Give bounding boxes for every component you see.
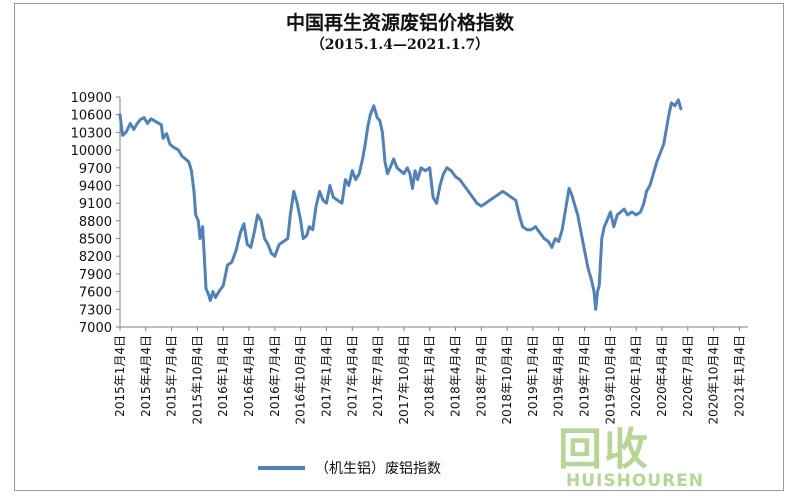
y-tick-label: 9100	[79, 197, 112, 212]
x-tick-label: 2019年4月4日	[552, 335, 566, 417]
legend-label: （机生铝）废铝指数	[315, 461, 441, 477]
x-tick-label: 2016年7月4日	[268, 335, 282, 417]
y-tick-label: 10600	[71, 109, 112, 124]
x-tick-label: 2020年4月4日	[655, 335, 669, 417]
x-tick-label: 2018年1月4日	[423, 335, 437, 417]
series-line	[118, 98, 683, 311]
y-tick-label: 7600	[79, 286, 112, 301]
x-tick-label: 2017年1月4日	[319, 335, 333, 417]
x-tick-label: 2016年10月4日	[294, 335, 308, 424]
y-tick-label: 8800	[79, 215, 112, 230]
x-tick-label: 2017年7月4日	[371, 335, 385, 417]
chart-frame	[14, 3, 784, 491]
watermark-logo: 回收 HUISHOUREN	[528, 405, 778, 497]
series-group	[118, 98, 683, 311]
y-axis-ticks: 7000 7300 7600 7900 8200 8500 8800 9100 9400 9700…	[71, 91, 120, 336]
x-axis-ticks: 2015年1月4日 2015年4月4日 2015年7月4日 2015年10月4日 201…	[113, 327, 746, 424]
x-tick-label: 2017年10月4日	[397, 335, 411, 424]
x-tick-label: 2016年1月4日	[216, 335, 230, 417]
x-tick-label: 2020年10月4日	[707, 335, 721, 424]
y-tick-label: 7000	[79, 321, 112, 336]
x-tick-label: 2019年1月4日	[526, 335, 540, 417]
x-tick-label: 2015年1月4日	[113, 335, 127, 417]
y-tick-label: 10900	[71, 91, 112, 106]
x-tick-label: 2021年1月4日	[732, 335, 746, 417]
x-tick-label: 2015年10月4日	[190, 335, 204, 424]
y-tick-label: 8500	[79, 233, 112, 248]
y-tick-label: 7900	[79, 268, 112, 283]
x-tick-label: 2015年4月4日	[139, 335, 153, 417]
legend: （机生铝）废铝指数	[258, 461, 441, 477]
y-tick-label: 10000	[71, 144, 112, 159]
watermark-text-en: HUISHOUREN	[566, 471, 705, 491]
chart-title: 中国再生资源废铝价格指数	[285, 12, 514, 34]
y-tick-label: 9700	[79, 162, 112, 177]
y-tick-label: 8200	[79, 250, 112, 265]
x-tick-label: 2018年7月4日	[474, 335, 488, 417]
x-tick-label: 2016年4月4日	[242, 335, 256, 417]
chart-axes	[119, 97, 748, 328]
x-tick-label: 2015年7月4日	[165, 335, 179, 417]
x-tick-label: 2019年7月4日	[578, 335, 592, 417]
chart-subtitle: （2015.1.4—2021.1.7）	[310, 37, 490, 53]
y-tick-label: 9400	[79, 179, 112, 194]
x-tick-label: 2020年1月4日	[629, 335, 643, 417]
watermark-text-cn: 回收	[558, 424, 650, 475]
x-tick-label: 2020年7月4日	[681, 335, 695, 417]
x-tick-label: 2018年10月4日	[500, 335, 514, 424]
y-tick-label: 10300	[71, 126, 112, 141]
y-tick-label: 7300	[79, 303, 112, 318]
x-tick-label: 2017年4月4日	[345, 335, 359, 417]
x-tick-label: 2019年10月4日	[603, 335, 617, 424]
x-tick-label: 2018年4月4日	[449, 335, 463, 417]
